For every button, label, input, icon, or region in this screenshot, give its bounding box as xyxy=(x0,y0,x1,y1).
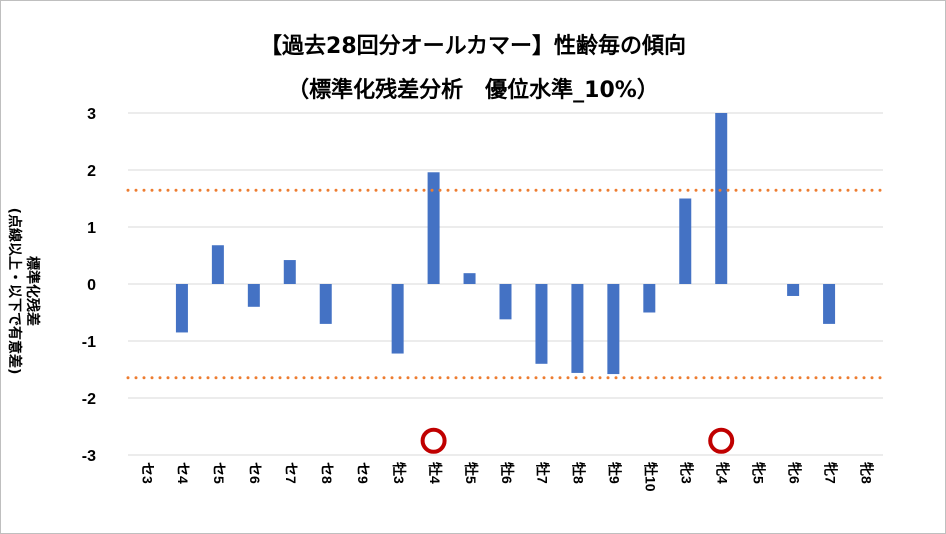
bar-セ5 xyxy=(211,245,224,284)
x-tick-label: 牡7 xyxy=(535,462,551,484)
x-tick-label: 牝8 xyxy=(858,462,874,484)
bar-牡5 xyxy=(463,273,476,284)
significance-marker-牝4 xyxy=(708,427,735,454)
x-tick-label: セ9 xyxy=(355,462,371,484)
x-tick-label: 牡8 xyxy=(571,462,587,484)
threshold-lines xyxy=(126,188,885,380)
bar-牡3 xyxy=(391,284,404,354)
significance-marker-牡4 xyxy=(420,427,447,454)
y-tick-label: -1 xyxy=(82,334,96,351)
bar-牡9 xyxy=(607,284,620,375)
y-tick-label: 2 xyxy=(87,163,96,180)
bar-セ7 xyxy=(283,260,296,284)
significance-markers xyxy=(420,427,735,454)
chart-subtitle: （標準化残差分析 優位水準_10%） xyxy=(287,78,659,103)
x-tick-label: 牝4 xyxy=(715,462,731,484)
x-tick-label: 牡10 xyxy=(643,462,659,492)
x-tick-label: セ5 xyxy=(211,462,227,484)
bar-セ4 xyxy=(175,284,188,333)
x-tick-label: 牡5 xyxy=(463,462,479,484)
bar-牡10 xyxy=(643,284,656,313)
x-tick-label: セ6 xyxy=(247,462,263,484)
x-tick-label: セ8 xyxy=(319,462,335,484)
bar-牡8 xyxy=(571,284,584,373)
x-tick-label: セ3 xyxy=(139,462,155,484)
bar-牡4 xyxy=(427,172,440,284)
bar-牡7 xyxy=(535,284,548,364)
x-tick-label: セ7 xyxy=(283,462,299,484)
x-tick-label: 牝3 xyxy=(679,462,695,484)
x-tick-label: 牡6 xyxy=(499,462,515,484)
bar-牝6 xyxy=(787,284,800,296)
x-tick-label: セ4 xyxy=(175,462,191,484)
x-tick-label: 牡9 xyxy=(607,462,623,484)
x-tick-labels: セ3 セ4 セ5 セ6 セ7 セ8 セ9 牡3 牡4 牡5 牡6 牡7 牡8 牡9 牡10 牝3 牝4 牝5 牝6 牝… xyxy=(139,462,874,492)
bar-牝3 xyxy=(679,198,692,284)
bars xyxy=(175,113,836,375)
bar-牡6 xyxy=(499,284,512,320)
bar-セ8 xyxy=(319,284,332,324)
x-tick-label: 牝7 xyxy=(822,462,838,484)
y-tick-label: 3 xyxy=(87,106,96,123)
y-tick-label: 0 xyxy=(87,277,96,294)
x-tick-label: 牝6 xyxy=(786,462,802,484)
y-tick-label: -2 xyxy=(82,391,96,408)
x-tick-label: 牡3 xyxy=(391,462,407,484)
x-tick-label: 牡4 xyxy=(427,462,443,484)
y-tick-label: -3 xyxy=(82,448,96,465)
y-tick-labels: 3 2 1 0 -1 -2 -3 xyxy=(82,106,96,465)
bar-牝7 xyxy=(823,284,836,324)
chart-title: 【過去28回分オールカマー】性齢毎の傾向 xyxy=(260,34,686,59)
y-tick-label: 1 xyxy=(87,220,96,237)
bar-セ6 xyxy=(247,284,260,307)
x-tick-label: 牝5 xyxy=(750,462,766,484)
bar-牝4 xyxy=(715,113,728,284)
